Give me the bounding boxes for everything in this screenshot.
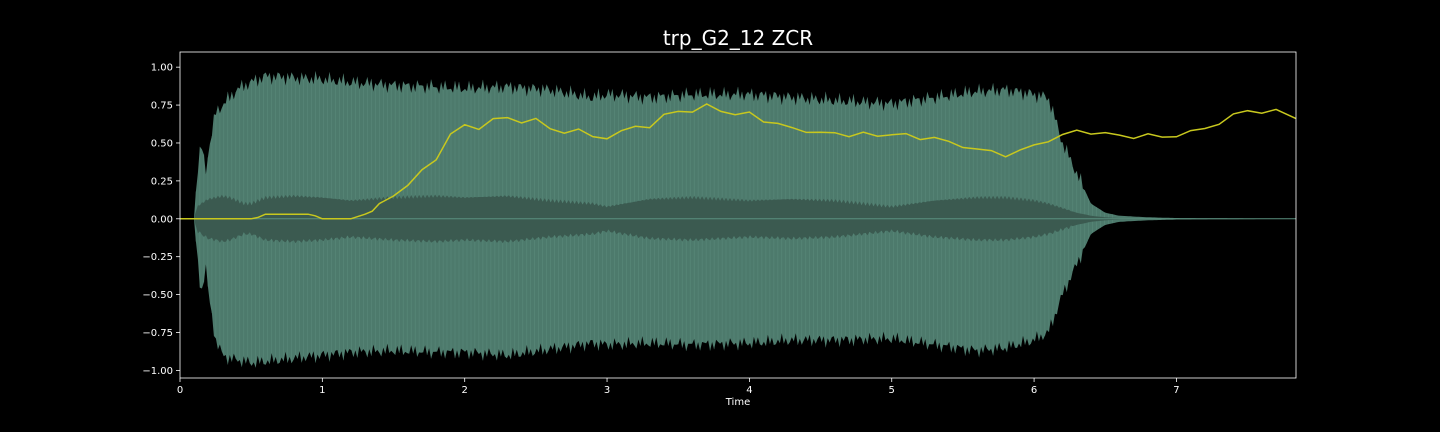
zcr-series-line-0: [180, 103, 1297, 220]
x-tick-label: 3: [604, 385, 610, 396]
y-tick-label: −0.75: [142, 328, 173, 339]
y-tick-label: −1.00: [142, 366, 173, 377]
y-tick-label: −0.50: [142, 290, 173, 301]
axes: 0 1 2 3 4 5 6 7 1.00 0.75 0.50 0.25 0.00 −0.25 −0.50 −0…: [142, 51, 1297, 396]
y-tick-label: 0.75: [151, 101, 173, 112]
y-tick-label: 0.25: [151, 176, 173, 187]
x-tick-label: 6: [1031, 385, 1037, 396]
x-tick-label: 7: [1173, 385, 1179, 396]
y-tick-label: −0.25: [142, 252, 173, 263]
x-tick-label: 5: [889, 385, 895, 396]
axes-frame: [179, 51, 1297, 379]
x-tick-label: 1: [319, 385, 325, 396]
y-tick-label: 1.00: [151, 63, 173, 74]
chart-title: trp_G2_12 ZCR: [662, 26, 814, 50]
x-tick-label: 4: [746, 385, 752, 396]
x-tick-label: 2: [462, 385, 468, 396]
x-tick-label: 0: [177, 385, 183, 396]
plot-area: [180, 71, 1297, 368]
y-tick-label: 0.00: [151, 214, 173, 225]
y-tick-label: 0.50: [151, 138, 173, 149]
x-axis-label: Time: [725, 397, 751, 408]
